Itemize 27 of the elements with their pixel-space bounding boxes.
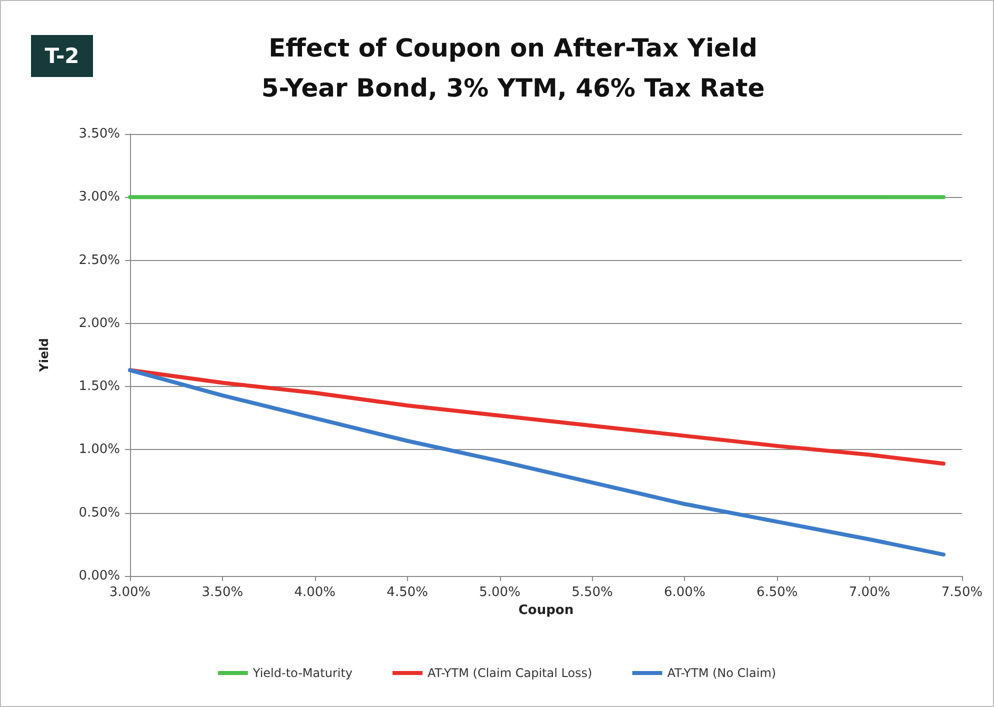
x-tick-label: 6.00% bbox=[664, 585, 706, 600]
y-tick-label: 0.50% bbox=[78, 505, 120, 520]
y-tick-label: 0.00% bbox=[78, 568, 120, 584]
chart-title: Effect of Coupon on After-Tax Yield 5-Year Bond, 3% YTM, 46% Tax Rate bbox=[261, 34, 765, 102]
x-tick-label: 5.00% bbox=[479, 585, 520, 600]
y-tick-label: 3.00% bbox=[78, 190, 120, 205]
line-series bbox=[128, 368, 946, 557]
y-axis-title: Yield bbox=[37, 338, 51, 373]
legend-label: AT-YTM (Claim Capital Loss) bbox=[428, 666, 592, 680]
x-tick-label: 4.00% bbox=[294, 585, 336, 600]
x-tick-label: 6.50% bbox=[756, 585, 798, 600]
y-tick-label: 3.50% bbox=[78, 126, 120, 142]
x-tick-label: 7.50% bbox=[941, 585, 983, 600]
y-tick-label: 2.50% bbox=[78, 252, 120, 268]
x-tick-label: 5.50% bbox=[572, 585, 613, 600]
x-tick-label: 3.00% bbox=[109, 585, 151, 600]
y-tick-label: 1.00% bbox=[78, 442, 120, 458]
x-axis-title: Coupon bbox=[518, 603, 574, 618]
x-tick-label: 3.50% bbox=[202, 585, 244, 600]
y-tick-label: 2.00% bbox=[78, 316, 120, 331]
x-tick-label: 4.50% bbox=[386, 585, 428, 600]
legend-label: AT-YTM (No Claim) bbox=[667, 666, 776, 680]
x-tick-label: 7.00% bbox=[848, 585, 890, 600]
legend-label: Yield-to-Maturity bbox=[252, 666, 353, 680]
y-tick-label: 1.50% bbox=[78, 379, 120, 394]
text: T-2 bbox=[44, 44, 80, 68]
line-series bbox=[128, 368, 946, 466]
